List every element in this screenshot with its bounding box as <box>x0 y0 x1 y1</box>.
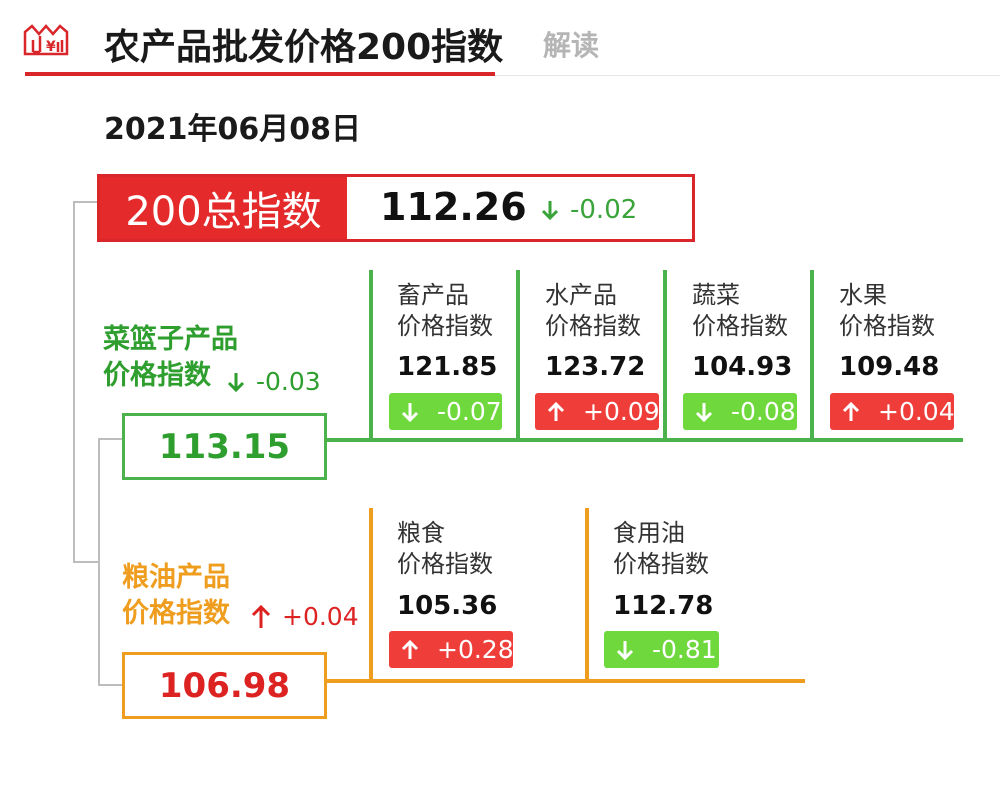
page-title: 农产品批发价格200指数 <box>104 27 504 68</box>
item-livestock-value: 121.85 <box>397 352 498 382</box>
arrow-down-icon <box>695 402 713 422</box>
badge-text: +0.28 <box>437 635 514 664</box>
grain-baseline <box>327 679 805 683</box>
grain-divider-1 <box>369 508 373 681</box>
total-index-value: 112.26 <box>380 185 527 229</box>
basket-title-line2: 价格指数 <box>103 360 211 391</box>
total-change-text: -0.02 <box>570 195 638 225</box>
svg-text:¥: ¥ <box>46 39 56 55</box>
item-oil-value: 112.78 <box>613 591 714 621</box>
item-aquatic-badge: +0.09 <box>535 393 660 430</box>
basket-change: -0.03 <box>226 367 321 396</box>
item-livestock-badge: -0.07 <box>389 393 502 430</box>
tree-connector-mid <box>73 561 99 563</box>
grain-index-value: 106.98 <box>158 665 291 706</box>
item-fruit-label: 水果 价格指数 <box>839 280 935 342</box>
basket-baseline <box>327 438 963 442</box>
grain-divider-2 <box>585 508 589 681</box>
item-suffix: 价格指数 <box>613 550 709 578</box>
tree-connector-top <box>73 201 97 203</box>
item-vegetable-badge: -0.08 <box>683 393 797 430</box>
basket-divider-2 <box>516 270 520 440</box>
report-date: 2021年06月08日 <box>104 112 361 147</box>
total-index-label: 200总指数 <box>100 177 347 239</box>
arrow-down-icon <box>541 201 559 221</box>
item-grain-label: 粮食 价格指数 <box>397 518 493 580</box>
grain-change-text: +0.04 <box>282 602 359 631</box>
item-grain-badge: +0.28 <box>389 631 514 668</box>
item-name: 蔬菜 <box>692 281 740 309</box>
tree-connector-grain <box>98 684 124 686</box>
arrow-up-icon <box>547 401 565 421</box>
item-aquatic-value: 123.72 <box>545 352 646 382</box>
badge-text: +0.04 <box>878 397 955 426</box>
item-oil-badge: -0.81 <box>604 631 719 668</box>
basket-index-box: 113.15 <box>122 413 327 480</box>
badge-text: -0.81 <box>652 635 717 664</box>
badge-text: -0.08 <box>731 397 796 426</box>
item-grain-value: 105.36 <box>397 591 498 621</box>
badge-text: -0.07 <box>437 397 502 426</box>
arrow-down-icon <box>401 402 419 422</box>
arrow-down-icon <box>616 640 634 660</box>
grain-title-line2: 价格指数 <box>122 598 230 629</box>
basket-change-text: -0.03 <box>256 367 321 396</box>
tree-connector-basket-stem <box>98 438 100 685</box>
item-suffix: 价格指数 <box>397 550 493 578</box>
item-name: 畜产品 <box>397 281 469 309</box>
item-suffix: 价格指数 <box>397 312 493 340</box>
tree-connector-basket <box>98 438 124 440</box>
grain-group-title: 粮油产品 价格指数 <box>122 560 230 632</box>
badge-text: +0.09 <box>583 397 660 426</box>
item-suffix: 价格指数 <box>692 312 788 340</box>
item-fruit-badge: +0.04 <box>830 393 955 430</box>
grain-change: +0.04 <box>250 602 359 631</box>
item-name: 粮食 <box>397 519 445 547</box>
item-fruit-value: 109.48 <box>839 352 940 382</box>
arrow-up-icon <box>401 639 419 659</box>
arrow-up-icon <box>251 604 271 628</box>
item-name: 食用油 <box>613 519 685 547</box>
item-name: 水产品 <box>545 281 617 309</box>
item-aquatic-label: 水产品 价格指数 <box>545 280 641 342</box>
basket-divider-4 <box>810 270 814 440</box>
basket-title-line1: 菜篮子产品 <box>103 324 238 355</box>
arrow-down-icon <box>227 372 245 392</box>
grain-index-box: 106.98 <box>122 652 327 719</box>
total-index-box: 200总指数 112.26 -0.02 <box>97 174 695 242</box>
header-divider <box>495 75 1000 76</box>
item-livestock-label: 畜产品 价格指数 <box>397 280 493 342</box>
item-suffix: 价格指数 <box>839 312 935 340</box>
tree-connector-main <box>73 201 75 561</box>
basket-group-title: 菜篮子产品 价格指数 <box>103 322 238 394</box>
item-vegetable-value: 104.93 <box>692 352 793 382</box>
item-suffix: 价格指数 <box>545 312 641 340</box>
item-name: 水果 <box>839 281 887 309</box>
tab-explain[interactable]: 解读 <box>543 29 600 62</box>
arrow-up-icon <box>842 401 860 421</box>
basket-divider-3 <box>663 270 667 440</box>
basket-index-value: 113.15 <box>158 426 291 467</box>
total-index-change: -0.02 <box>540 195 637 225</box>
grain-title-line1: 粮油产品 <box>122 562 230 593</box>
price-chart-logo-icon: ¥ <box>23 24 69 56</box>
title-underline <box>25 72 495 76</box>
basket-divider-1 <box>369 270 373 440</box>
item-oil-label: 食用油 价格指数 <box>613 518 709 580</box>
item-vegetable-label: 蔬菜 价格指数 <box>692 280 788 342</box>
